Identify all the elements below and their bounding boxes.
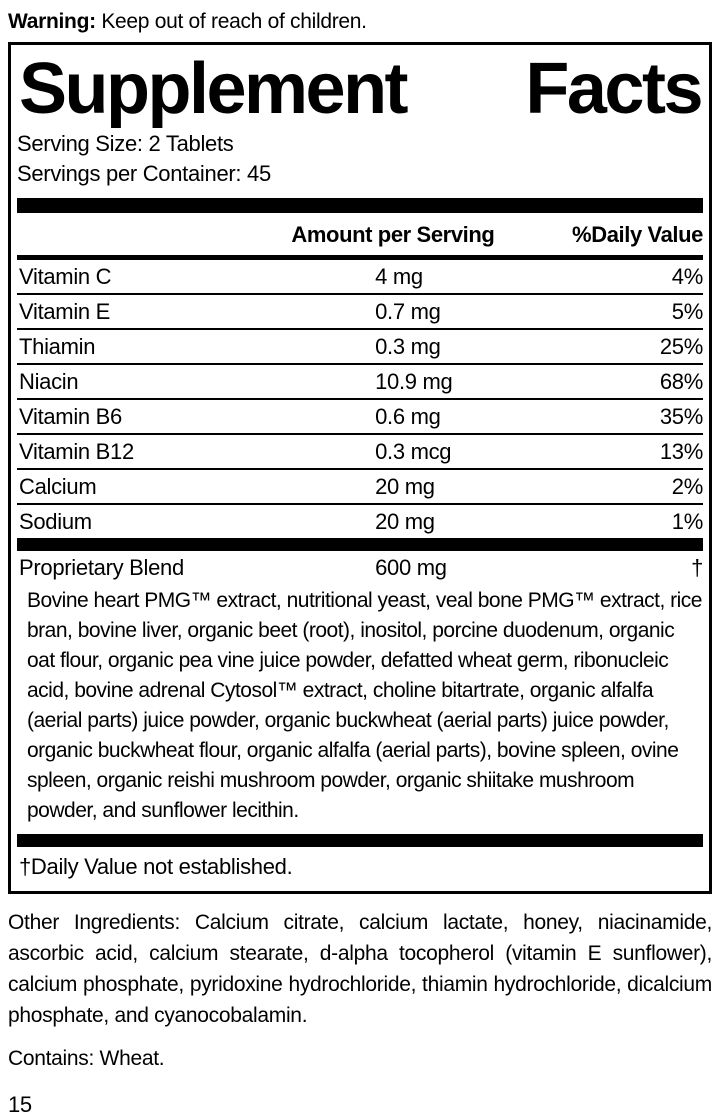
nutrient-dv: 2% [671,473,704,499]
nutrient-dv: 68% [659,368,703,394]
table-row: Calcium 20 mg 2% [17,468,703,503]
nutrient-table: Vitamin C 4 mg 4% Vitamin E 0.7 mg 5% Th… [17,260,703,538]
table-row: Vitamin B12 0.3 mcg 13% [17,433,703,468]
table-header: Amount per Serving %Daily Value [17,213,703,260]
nutrient-name: Niacin [19,368,79,394]
nutrient-amount: 10.9 mg [375,368,453,394]
warning-text: Keep out of reach of children. [95,10,367,33]
column-header-amount: Amount per Serving [291,221,495,247]
nutrient-name: Calcium [19,473,97,499]
panel-title: Supplement Facts [17,45,703,129]
divider-thick-bottom [17,834,703,847]
table-row: Vitamin C 4 mg 4% [17,260,703,293]
nutrient-dv: 13% [659,438,703,464]
page-number: 15 [8,1092,32,1117]
blend-name: Proprietary Blend [19,555,184,580]
table-row: Thiamin 0.3 mg 25% [17,328,703,363]
nutrient-name: Vitamin C [19,263,112,289]
blend-description: Bovine heart PMG™ extract, nutritional y… [27,589,702,822]
daily-value-footnote: †Daily Value not established. [19,854,293,879]
supplement-facts-panel: Supplement Facts Serving Size: 2 Tablets… [8,42,712,894]
nutrient-amount: 20 mg [375,508,435,534]
warning-label: Warning: [8,10,96,33]
divider-thick-top [17,198,703,213]
table-row: Sodium 20 mg 1% [17,503,703,538]
nutrient-amount: 0.3 mg [375,333,441,359]
nutrient-name: Sodium [19,508,92,534]
nutrient-dv: 25% [659,333,703,359]
contains-statement: Contains: Wheat. [8,1047,165,1070]
nutrient-dv: 35% [659,403,703,429]
serving-info: Serving Size: 2 Tablets Servings per Con… [17,129,703,189]
nutrient-name: Vitamin B12 [19,438,134,464]
serving-size: Serving Size: 2 Tablets [17,131,234,156]
table-row: Niacin 10.9 mg 68% [17,363,703,398]
nutrient-dv: 5% [671,298,704,324]
nutrient-name: Thiamin [19,333,96,359]
nutrient-amount: 0.7 mg [375,298,441,324]
nutrient-amount: 20 mg [375,473,435,499]
servings-per-container: Servings per Container: 45 [17,161,271,186]
nutrient-amount: 4 mg [375,263,423,289]
warning-line: Warning: Keep out of reach of children. [8,8,712,36]
nutrient-name: Vitamin B6 [19,403,122,429]
nutrient-amount: 0.3 mcg [375,438,452,464]
panel-title-word-right: Facts [525,49,703,129]
table-row: Vitamin E 0.7 mg 5% [17,293,703,328]
panel-title-word-left: Supplement [19,49,409,129]
nutrient-dv: 1% [671,508,704,534]
divider-thick-blend [17,538,703,551]
other-ingredients: Other Ingredients: Calcium citrate, calc… [8,911,712,1027]
proprietary-blend-row: Proprietary Blend 600 mg † [17,551,703,585]
nutrient-dv: 4% [671,263,704,289]
column-header-daily-value: %Daily Value [572,221,703,247]
blend-dagger: † [691,555,703,580]
table-row: Vitamin B6 0.6 mg 35% [17,398,703,433]
nutrient-amount: 0.6 mg [375,403,441,429]
nutrient-name: Vitamin E [19,298,111,324]
blend-amount: 600 mg [375,555,447,580]
